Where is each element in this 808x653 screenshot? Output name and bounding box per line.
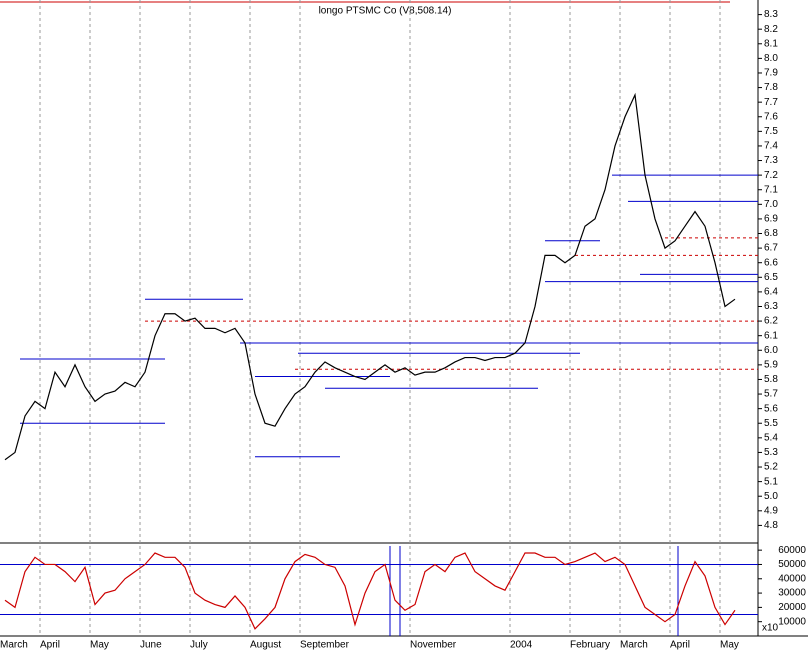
y-tick-label: 8.3 [764,9,778,20]
y-tick-label: 7.0 [764,199,778,210]
y2-tick-label: 50000 [778,559,806,570]
y-tick-label: 7.2 [764,170,778,181]
y-tick-label: 5.5 [764,418,778,429]
y2-tick-label: 40000 [778,573,806,584]
y-tick-label: 7.6 [764,111,778,122]
y-tick-label: 7.8 [764,82,778,93]
x-tick-label: April [670,640,690,651]
y-tick-label: 6.1 [764,330,778,341]
y-tick-label: 5.4 [764,432,778,443]
y-tick-label: 4.9 [764,505,778,516]
y-tick-label: 6.3 [764,301,778,312]
chart-title: longo PTSMC Co (V8,508.14) [319,6,452,17]
series-line [4,92,736,461]
x-tick-label: 2004 [510,640,533,651]
x-tick-label: March [620,640,648,651]
y-tick-label: 6.6 [764,257,778,268]
x-tick-label: May [90,640,109,651]
y-tick-label: 5.2 [764,462,778,473]
x-tick-label: April [40,640,60,651]
y-tick-label: 6.5 [764,272,778,283]
y2-tick-label: 60000 [778,545,806,556]
series-line [4,552,736,630]
y-tick-label: 8.1 [764,38,778,49]
y-tick-label: 7.9 [764,68,778,79]
x-tick-label: July [190,640,208,651]
y-tick-label: 7.4 [764,141,778,152]
x-tick-label: August [250,640,281,651]
y-tick-label: 6.2 [764,316,778,327]
y-tick-label: 6.7 [764,243,778,254]
y-tick-label: 5.9 [764,360,778,371]
y-tick-label: 7.1 [764,184,778,195]
y-tick-label: 5.6 [764,403,778,414]
y-tick-label: 7.5 [764,126,778,137]
x-tick-label: November [410,640,457,651]
x-tick-label: September [300,640,350,651]
y-tick-label: 8.2 [764,24,778,35]
x-tick-label: February [570,640,610,651]
y2-tick-label: 30000 [778,588,806,599]
y-tick-label: 5.7 [764,389,778,400]
y-tick-label: 7.3 [764,155,778,166]
y-tick-label: 5.3 [764,447,778,458]
y2-tick-label: 20000 [778,602,806,613]
x-tick-label: March [0,640,28,651]
y-tick-label: 5.8 [764,374,778,385]
y-tick-label: 4.8 [764,520,778,531]
y-tick-label: 6.4 [764,287,778,298]
y-tick-label: 6.8 [764,228,778,239]
y2-unit: x10 [762,623,779,634]
y-tick-label: 6.0 [764,345,778,356]
x-tick-label: May [720,640,739,651]
y2-tick-label: 10000 [778,616,806,627]
x-tick-label: June [140,640,162,651]
y-tick-label: 6.9 [764,214,778,225]
y-tick-label: 5.0 [764,491,778,502]
y-tick-label: 5.1 [764,476,778,487]
y-tick-label: 8.0 [764,53,778,64]
y-tick-label: 7.7 [764,97,778,108]
